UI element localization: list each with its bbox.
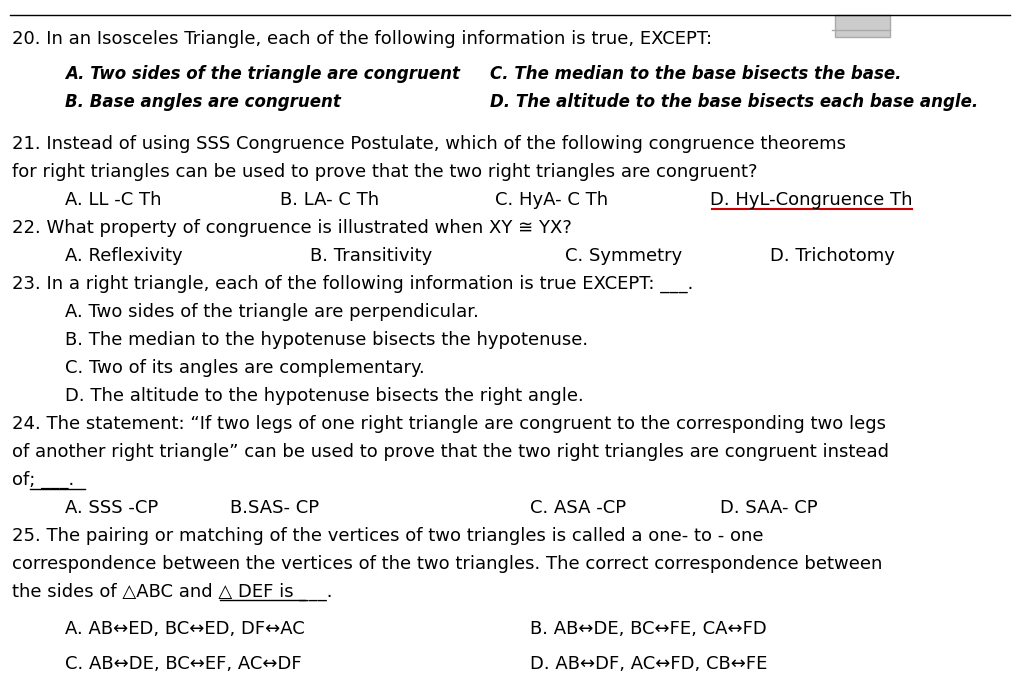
Text: A. Reflexivity: A. Reflexivity <box>65 247 183 265</box>
Text: B. AB↔DE, BC↔FE, CA↔FD: B. AB↔DE, BC↔FE, CA↔FD <box>530 620 767 638</box>
Text: A. Two sides of the triangle are perpendicular.: A. Two sides of the triangle are perpend… <box>65 303 479 321</box>
Text: D. SAA- CP: D. SAA- CP <box>720 499 817 517</box>
Text: 21. Instead of using SSS Congruence Postulate, which of the following congruence: 21. Instead of using SSS Congruence Post… <box>12 135 846 153</box>
Text: D. Trichotomy: D. Trichotomy <box>770 247 895 265</box>
Text: C. The median to the base bisects the base.: C. The median to the base bisects the ba… <box>490 65 902 83</box>
Text: 22. What property of congruence is illustrated when XY ≅ YX?: 22. What property of congruence is illus… <box>12 219 572 237</box>
Text: B. The median to the hypotenuse bisects the hypotenuse.: B. The median to the hypotenuse bisects … <box>65 331 588 349</box>
Text: B. Base angles are congruent: B. Base angles are congruent <box>65 93 341 111</box>
Text: of another right triangle” can be used to prove that the two right triangles are: of another right triangle” can be used t… <box>12 443 889 461</box>
Text: 25. The pairing or matching of the vertices of two triangles is called a one- to: 25. The pairing or matching of the verti… <box>12 527 764 545</box>
Text: A. LL -C Th: A. LL -C Th <box>65 191 161 209</box>
Bar <box>835 15 890 37</box>
Text: B.SAS- CP: B.SAS- CP <box>230 499 319 517</box>
Text: C. Symmetry: C. Symmetry <box>565 247 683 265</box>
Text: 20. In an Isosceles Triangle, each of the following information is true, EXCEPT:: 20. In an Isosceles Triangle, each of th… <box>12 30 712 48</box>
Text: 24. The statement: “If two legs of one right triangle are congruent to the corre: 24. The statement: “If two legs of one r… <box>12 415 886 433</box>
Text: D. AB↔DF, AC↔FD, CB↔FE: D. AB↔DF, AC↔FD, CB↔FE <box>530 655 767 673</box>
Text: the sides of △ABC and △ DEF is ___.: the sides of △ABC and △ DEF is ___. <box>12 583 332 601</box>
Text: of; ___.: of; ___. <box>12 471 74 489</box>
Text: B. LA- C Th: B. LA- C Th <box>280 191 379 209</box>
Text: D. The altitude to the hypotenuse bisects the right angle.: D. The altitude to the hypotenuse bisect… <box>65 387 584 405</box>
Text: A. Two sides of the triangle are congruent: A. Two sides of the triangle are congrue… <box>65 65 460 83</box>
Text: D. HyL-Congruence Th: D. HyL-Congruence Th <box>710 191 913 209</box>
Text: A. AB↔ED, BC↔ED, DF↔AC: A. AB↔ED, BC↔ED, DF↔AC <box>65 620 304 638</box>
Text: C. ASA -CP: C. ASA -CP <box>530 499 626 517</box>
Text: for right triangles can be used to prove that the two right triangles are congru: for right triangles can be used to prove… <box>12 163 758 181</box>
Text: C. HyA- C Th: C. HyA- C Th <box>495 191 609 209</box>
Text: C. Two of its angles are complementary.: C. Two of its angles are complementary. <box>65 359 425 377</box>
Text: correspondence between the vertices of the two triangles. The correct correspond: correspondence between the vertices of t… <box>12 555 882 573</box>
Text: D. The altitude to the base bisects each base angle.: D. The altitude to the base bisects each… <box>490 93 979 111</box>
Text: B. Transitivity: B. Transitivity <box>310 247 432 265</box>
Text: A. SSS -CP: A. SSS -CP <box>65 499 158 517</box>
Text: 23. In a right triangle, each of the following information is true EXCEPT: ___.: 23. In a right triangle, each of the fol… <box>12 275 693 293</box>
Text: C. AB↔DE, BC↔EF, AC↔DF: C. AB↔DE, BC↔EF, AC↔DF <box>65 655 301 673</box>
